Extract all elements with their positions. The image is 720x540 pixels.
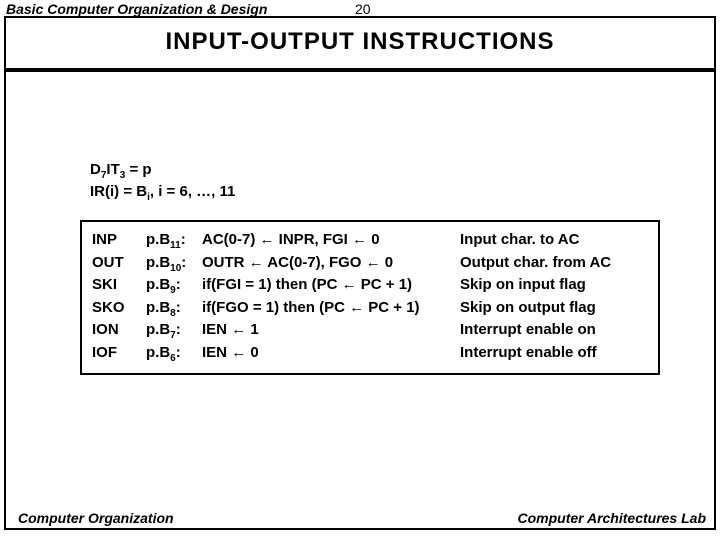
- instruction-row: ION p.B7: IEN ← 1 Interrupt enable on: [92, 320, 648, 343]
- condition-line-1: D7IT3 = p: [90, 160, 235, 182]
- operation: OUTR ← AC(0-7), FGO ← 0: [202, 253, 460, 276]
- signal: p.B11:: [146, 230, 202, 253]
- instruction-row: INP p.B11: AC(0-7) ← INPR, FGI ← 0 Input…: [92, 230, 648, 253]
- mnemonic: INP: [92, 230, 146, 253]
- description: Skip on input flag: [460, 275, 648, 298]
- title-underline: [4, 68, 716, 72]
- footer-left: Computer Organization: [18, 510, 174, 526]
- signal: p.B7:: [146, 320, 202, 343]
- description: Interrupt enable on: [460, 320, 648, 343]
- description: Interrupt enable off: [460, 343, 648, 366]
- operation: if(FGI = 1) then (PC ← PC + 1): [202, 275, 460, 298]
- footer-right: Computer Architectures Lab: [517, 510, 706, 526]
- mnemonic: SKI: [92, 275, 146, 298]
- condition-block: D7IT3 = p IR(i) = Bi, i = 6, …, 11: [90, 160, 235, 204]
- signal: p.B10:: [146, 253, 202, 276]
- instruction-table: INP p.B11: AC(0-7) ← INPR, FGI ← 0 Input…: [80, 220, 660, 375]
- header-page-number: 20: [355, 1, 371, 17]
- operation: if(FGO = 1) then (PC ← PC + 1): [202, 298, 460, 321]
- description: Output char. from AC: [460, 253, 648, 276]
- header-chapter: Basic Computer Organization & Design: [6, 1, 267, 17]
- description: Skip on output flag: [460, 298, 648, 321]
- condition-line-2: IR(i) = Bi, i = 6, …, 11: [90, 182, 235, 204]
- instruction-row: IOF p.B6: IEN ← 0 Interrupt enable off: [92, 343, 648, 366]
- signal: p.B6:: [146, 343, 202, 366]
- operation: IEN ← 1: [202, 320, 460, 343]
- signal: p.B8:: [146, 298, 202, 321]
- mnemonic: IOF: [92, 343, 146, 366]
- operation: AC(0-7) ← INPR, FGI ← 0: [202, 230, 460, 253]
- signal: p.B9:: [146, 275, 202, 298]
- mnemonic: ION: [92, 320, 146, 343]
- instruction-row: OUT p.B10: OUTR ← AC(0-7), FGO ← 0 Outpu…: [92, 253, 648, 276]
- mnemonic: OUT: [92, 253, 146, 276]
- operation: IEN ← 0: [202, 343, 460, 366]
- mnemonic: SKO: [92, 298, 146, 321]
- instruction-row: SKI p.B9: if(FGI = 1) then (PC ← PC + 1)…: [92, 275, 648, 298]
- slide-title: INPUT-OUTPUT INSTRUCTIONS: [0, 28, 720, 56]
- description: Input char. to AC: [460, 230, 648, 253]
- instruction-row: SKO p.B8: if(FGO = 1) then (PC ← PC + 1)…: [92, 298, 648, 321]
